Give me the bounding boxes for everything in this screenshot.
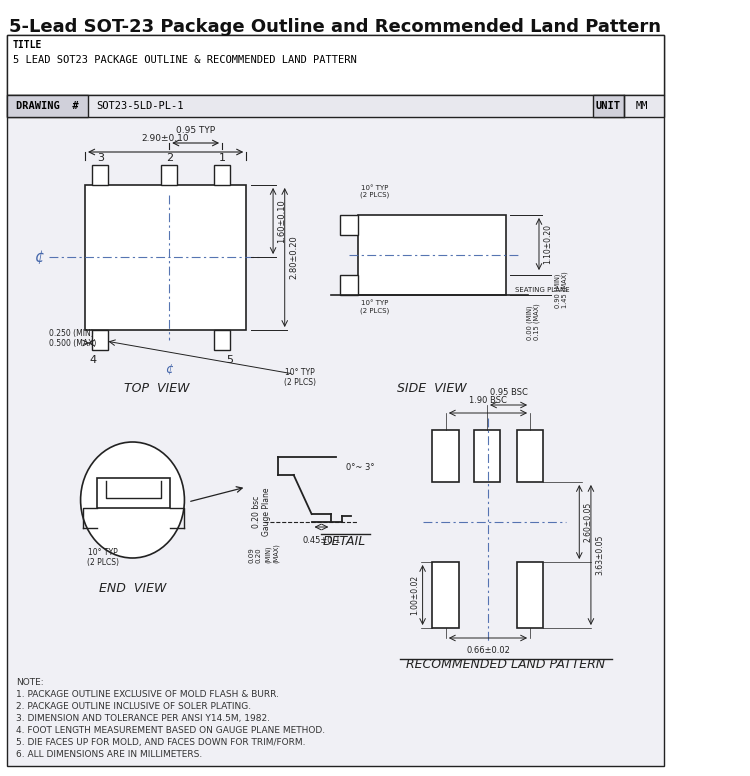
Text: 0.09
0.20: 0.09 0.20 [249,547,262,563]
Text: RECOMMENDED LAND PATTERN: RECOMMENDED LAND PATTERN [406,658,605,671]
Text: 0.45±0.1: 0.45±0.1 [302,536,340,545]
Text: 5: 5 [226,355,232,365]
Bar [340,275,358,295]
Bar [8,95,664,117]
Text: 2.60±0.05: 2.60±0.05 [584,502,592,542]
Text: 1. PACKAGE OUTLINE EXCLUSIVE OF MOLD FLASH & BURR.: 1. PACKAGE OUTLINE EXCLUSIVE OF MOLD FLA… [16,690,279,699]
Text: 4: 4 [89,355,97,365]
Bar [474,430,500,482]
Text: UNIT: UNIT [596,101,620,111]
Bar [214,330,230,350]
Text: Gauge Plane: Gauge Plane [262,488,272,536]
Bar [517,562,544,628]
Text: 5. DIE FACES UP FOR MOLD, AND FACES DOWN FOR TRIM/FORM.: 5. DIE FACES UP FOR MOLD, AND FACES DOWN… [16,738,305,747]
Bar [358,215,506,295]
Bar [92,165,108,185]
Text: END  VIEW: END VIEW [99,582,166,595]
Text: 10° TYP
(2 PLCS): 10° TYP (2 PLCS) [284,368,316,387]
Text: 1.90 BSC: 1.90 BSC [469,396,507,405]
Text: 0.500 (MAX): 0.500 (MAX) [50,339,97,348]
Bar [8,95,88,117]
Text: ¢: ¢ [165,362,173,375]
Text: 5-Lead SOT-23 Package Outline and Recommended Land Pattern: 5-Lead SOT-23 Package Outline and Recomm… [9,18,661,36]
Text: 3: 3 [97,153,104,163]
Text: 2.80±0.20: 2.80±0.20 [290,236,298,279]
Text: SIDE  VIEW: SIDE VIEW [397,382,466,395]
Bar [8,35,664,95]
Text: 5 LEAD SOT23 PACKAGE OUTLINE & RECOMMENDED LAND PATTERN: 5 LEAD SOT23 PACKAGE OUTLINE & RECOMMEND… [13,55,356,65]
Bar [85,185,246,330]
Bar [214,165,230,185]
Text: 0.250 (MIN): 0.250 (MIN) [50,329,94,338]
Bar [433,430,459,482]
Text: 10° TYP
(2 PLCS): 10° TYP (2 PLCS) [359,300,388,314]
Text: MM: MM [636,101,648,111]
Text: 3.63±0.05: 3.63±0.05 [596,535,604,575]
Bar [592,95,624,117]
Text: 1: 1 [218,153,226,163]
Text: 6. ALL DIMENSIONS ARE IN MILLIMETERS.: 6. ALL DIMENSIONS ARE IN MILLIMETERS. [16,750,203,759]
Text: 3. DIMENSION AND TOLERANCE PER ANSI Y14.5M, 1982.: 3. DIMENSION AND TOLERANCE PER ANSI Y14.… [16,714,270,723]
Text: TITLE: TITLE [13,40,42,50]
Text: 1.00±0.02: 1.00±0.02 [410,575,419,615]
Text: 0.95 BSC: 0.95 BSC [490,388,527,397]
Text: NOTE:: NOTE: [16,678,44,687]
Text: SEATING PLANE: SEATING PLANE [514,287,569,293]
Bar [92,330,108,350]
Text: TOP  VIEW: TOP VIEW [124,382,190,395]
Text: 0.66±0.02: 0.66±0.02 [466,646,510,655]
Bar [433,562,459,628]
Text: DETAIL: DETAIL [323,535,366,548]
Bar [517,430,544,482]
Text: 10° TYP
(2 PLCS): 10° TYP (2 PLCS) [87,548,119,567]
Text: SOT23-5LD-PL-1: SOT23-5LD-PL-1 [97,101,184,111]
Text: 1.60±0.10: 1.60±0.10 [278,199,286,243]
Text: 2: 2 [166,153,172,163]
Text: 0°~ 3°: 0°~ 3° [346,462,374,472]
Text: 0.90 (MIN)
1.45 (MAX): 0.90 (MIN) 1.45 (MAX) [554,272,568,308]
Bar [97,478,170,508]
Text: 0.00 (MIN)
0.15 (MAX): 0.00 (MIN) 0.15 (MAX) [526,303,541,340]
Text: 2.90±0.10: 2.90±0.10 [142,134,190,143]
Text: 0.20 bsc: 0.20 bsc [253,496,262,528]
Circle shape [80,442,184,558]
Text: (MIN)
(MAX): (MIN) (MAX) [265,543,279,563]
Text: 10° TYP
(2 PLCS): 10° TYP (2 PLCS) [359,185,388,198]
Text: DRAWING  #: DRAWING # [16,101,79,111]
Text: 2. PACKAGE OUTLINE INCLUSIVE OF SOLER PLATING.: 2. PACKAGE OUTLINE INCLUSIVE OF SOLER PL… [16,702,251,711]
Bar [340,215,358,235]
Text: 1.10±0.20: 1.10±0.20 [544,224,553,264]
Text: 4. FOOT LENGTH MEASUREMENT BASED ON GAUGE PLANE METHOD.: 4. FOOT LENGTH MEASUREMENT BASED ON GAUG… [16,726,326,735]
Bar [161,165,177,185]
Text: 0.95 TYP: 0.95 TYP [176,126,215,135]
Text: ¢: ¢ [35,250,45,265]
